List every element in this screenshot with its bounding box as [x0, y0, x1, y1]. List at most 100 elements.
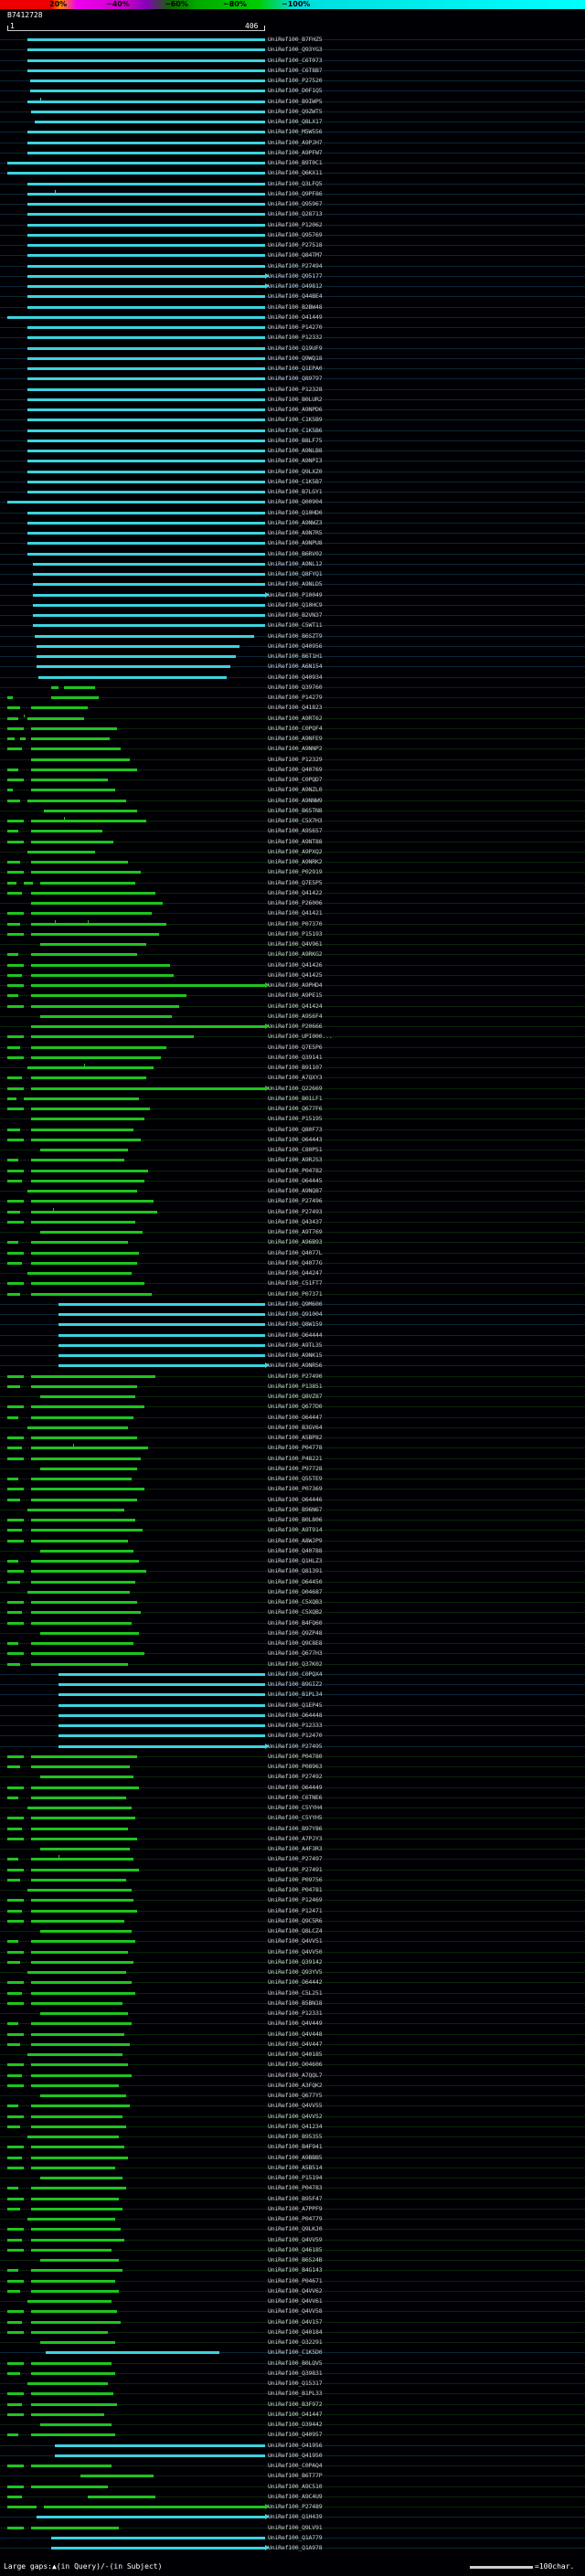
- alignment-bar[interactable]: [7, 2073, 22, 2077]
- alignment-bar[interactable]: [7, 1858, 18, 1861]
- alignment-bar[interactable]: [27, 1508, 124, 1511]
- hit-label[interactable]: UniRef100_A9NFE9: [268, 735, 323, 742]
- hit-label[interactable]: UniRef100_C0PAQ4: [268, 2462, 323, 2469]
- hit-label[interactable]: UniRef100_Q41422: [268, 888, 323, 896]
- alignment-bar[interactable]: [30, 90, 265, 93]
- hit-label[interactable]: UniRef100_Q80F73: [268, 1125, 323, 1133]
- alignment-bar[interactable]: [51, 696, 99, 699]
- alignment-bar[interactable]: [31, 1200, 154, 1203]
- alignment-bar[interactable]: [27, 367, 265, 370]
- alignment-bar[interactable]: [31, 1045, 166, 1049]
- hit-label[interactable]: UniRef100_P27493: [268, 1207, 323, 1215]
- alignment-bar[interactable]: [31, 1282, 144, 1286]
- hit-label[interactable]: UniRef100_A9T769: [268, 1228, 323, 1235]
- alignment-bar[interactable]: [31, 1837, 137, 1840]
- alignment-bar[interactable]: [27, 480, 265, 483]
- hit-label[interactable]: UniRef100_Q40185: [268, 2051, 323, 2058]
- alignment-bar[interactable]: [31, 2269, 122, 2273]
- alignment-bar[interactable]: [31, 1858, 133, 1861]
- alignment-bar[interactable]: [31, 891, 155, 895]
- alignment-bar[interactable]: [7, 1621, 24, 1625]
- alignment-bar[interactable]: [31, 861, 128, 864]
- hit-label[interactable]: UniRef100_Q4077L: [268, 1248, 323, 1256]
- hit-label[interactable]: UniRef100_A4F3R3: [268, 1845, 323, 1852]
- alignment-bar[interactable]: [30, 80, 265, 82]
- alignment-bar[interactable]: [7, 1611, 22, 1615]
- alignment-bar[interactable]: [40, 1549, 133, 1553]
- alignment-bar[interactable]: [7, 994, 18, 998]
- hit-label[interactable]: UniRef100_O64446: [268, 1495, 323, 1503]
- alignment-bar[interactable]: [7, 737, 15, 740]
- hit-label[interactable]: UniRef100_A9RT62: [268, 714, 323, 722]
- alignment-bar[interactable]: [7, 1169, 24, 1172]
- hit-label[interactable]: UniRef100_B3F972: [268, 2400, 323, 2408]
- alignment-bar[interactable]: [27, 213, 265, 217]
- alignment-bar[interactable]: [27, 223, 265, 227]
- hit-label[interactable]: UniRef100_C6T8B7: [268, 66, 323, 74]
- hit-label[interactable]: UniRef100_O04687: [268, 1587, 323, 1595]
- hit-label[interactable]: UniRef100_Q1A978: [268, 2544, 323, 2551]
- hit-label[interactable]: UniRef100_M5W556: [268, 128, 323, 136]
- alignment-bar[interactable]: [7, 1837, 24, 1840]
- hit-label[interactable]: UniRef100_Q39760: [268, 683, 323, 691]
- alignment-bar[interactable]: [31, 973, 174, 977]
- alignment-bar[interactable]: [7, 1478, 18, 1480]
- hit-label[interactable]: UniRef100_B2VN37: [268, 611, 323, 619]
- hit-label[interactable]: UniRef100_O64448: [268, 1711, 323, 1719]
- hit-label[interactable]: UniRef100_B6S24B: [268, 2256, 323, 2263]
- alignment-bar[interactable]: [31, 830, 102, 833]
- alignment-bar[interactable]: [27, 295, 265, 299]
- alignment-bar[interactable]: [7, 2402, 22, 2406]
- hit-label[interactable]: UniRef100_B0LQV5: [268, 2359, 323, 2367]
- alignment-bar[interactable]: [40, 2177, 122, 2179]
- alignment-bar[interactable]: [31, 2032, 124, 2036]
- alignment-bar[interactable]: [7, 1159, 18, 1162]
- hit-label[interactable]: UniRef100_Q39142: [268, 1957, 323, 1966]
- hit-label[interactable]: UniRef100_Q40769: [268, 765, 323, 773]
- alignment-bar[interactable]: [40, 1467, 137, 1470]
- hit-label[interactable]: UniRef100_A9C510: [268, 2482, 323, 2490]
- alignment-bar[interactable]: [31, 1827, 128, 1830]
- hit-label[interactable]: UniRef100_P04779: [268, 2215, 323, 2222]
- hit-label[interactable]: UniRef100_B6RV02: [268, 549, 323, 557]
- alignment-bar[interactable]: [33, 603, 265, 607]
- alignment-bar[interactable]: [31, 1796, 126, 1799]
- alignment-bar[interactable]: [31, 871, 141, 875]
- alignment-bar[interactable]: [27, 69, 265, 72]
- hit-label[interactable]: UniRef100_Q10HC9: [268, 600, 323, 609]
- alignment-bar[interactable]: [31, 1765, 130, 1768]
- alignment-bar[interactable]: [33, 562, 265, 566]
- hit-label[interactable]: UniRef100_O64449: [268, 1783, 323, 1791]
- alignment-bar[interactable]: [31, 1118, 144, 1121]
- alignment-bar[interactable]: [31, 1560, 139, 1563]
- hit-label[interactable]: UniRef100_Q8W159: [268, 1320, 323, 1329]
- alignment-bar[interactable]: [31, 963, 170, 967]
- hit-label[interactable]: UniRef100_A9TL35: [268, 1341, 323, 1349]
- alignment-bar[interactable]: [31, 1292, 152, 1296]
- alignment-bar[interactable]: [7, 1601, 24, 1604]
- alignment-bar[interactable]: [7, 2248, 24, 2252]
- hit-label[interactable]: UniRef100_P04671: [268, 2276, 323, 2284]
- hit-label[interactable]: UniRef100_A9RJS3: [268, 1156, 323, 1164]
- hit-label[interactable]: UniRef100_Q46185: [268, 2245, 323, 2253]
- alignment-bar[interactable]: [7, 840, 24, 843]
- alignment-bar[interactable]: [27, 285, 265, 288]
- alignment-bar[interactable]: [7, 871, 24, 875]
- alignment-bar[interactable]: [40, 881, 135, 885]
- alignment-bar[interactable]: [31, 1899, 133, 1903]
- hit-label[interactable]: UniRef100_B97Y86: [268, 1824, 323, 1832]
- hit-label[interactable]: UniRef100_Q1EP45: [268, 1701, 323, 1709]
- alignment-bar[interactable]: [7, 1498, 20, 1501]
- alignment-bar[interactable]: [7, 696, 13, 699]
- alignment-bar[interactable]: [55, 2443, 265, 2447]
- hit-label[interactable]: UniRef100_O32291: [268, 2338, 323, 2346]
- alignment-bar[interactable]: [31, 1580, 135, 1584]
- alignment-bar[interactable]: [40, 2259, 119, 2262]
- hit-label[interactable]: UniRef100_Q41823: [268, 704, 323, 712]
- alignment-bar[interactable]: [27, 1807, 132, 1809]
- hit-label[interactable]: UniRef100_Q9M600: [268, 1299, 323, 1308]
- hit-label[interactable]: UniRef100_A9NZL0: [268, 786, 323, 794]
- alignment-bar[interactable]: [20, 737, 26, 740]
- alignment-bar[interactable]: [7, 1210, 20, 1214]
- alignment-bar[interactable]: [31, 2330, 108, 2334]
